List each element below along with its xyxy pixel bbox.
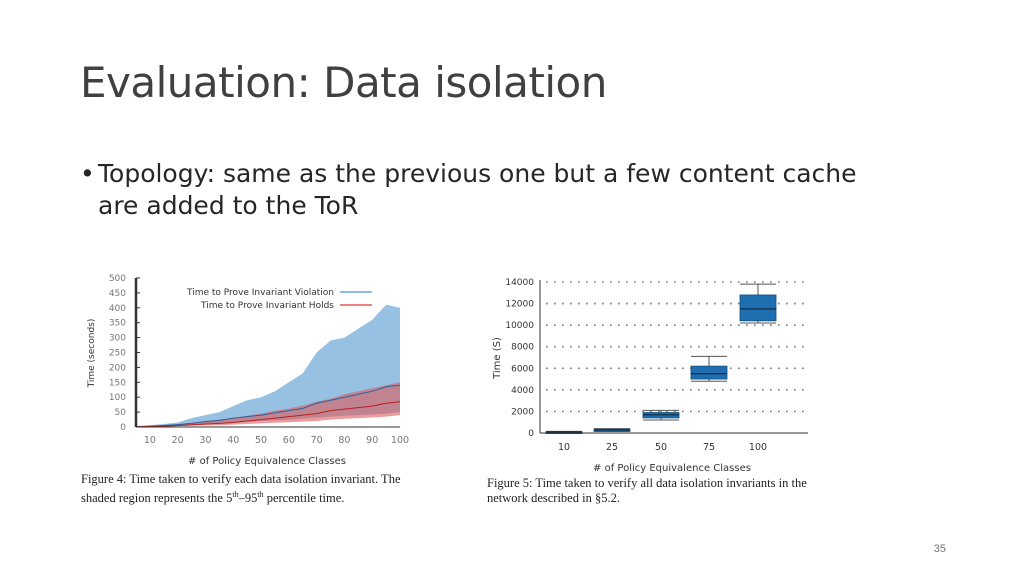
figure4-ylabel: Time (seconds)	[87, 319, 97, 389]
figure5-ytick-label: 8000	[511, 343, 534, 353]
figure4-ytick-label: 200	[109, 363, 126, 373]
series-1-band	[136, 382, 400, 427]
figure4-ytick-label: 350	[109, 319, 126, 329]
figure5-xtick-label: 50	[655, 442, 667, 453]
figure4-legend-label: Time to Prove Invariant Violation	[186, 288, 334, 298]
figure4-ytick-label: 500	[109, 274, 126, 284]
figure5-ylabel: Time (S)	[492, 337, 503, 380]
figure4-ytick-label: 0	[120, 423, 126, 433]
figure4-ytick-label: 50	[115, 408, 127, 418]
figure4-caption-sup2: th	[257, 490, 264, 499]
figure4-xtick-label: 80	[338, 435, 350, 446]
figure5-xtick-label: 25	[606, 442, 618, 453]
figure5-caption: Figure 5: Time taken to verify all data …	[487, 476, 832, 506]
figure4-caption-post: percentile time.	[263, 491, 345, 506]
figure4-caption-sup1: th	[232, 490, 239, 499]
figure5-ytick-label: 12000	[505, 300, 534, 310]
figure4-xtick-label: 10	[144, 435, 156, 446]
figure5-box	[739, 294, 777, 322]
figure4-ytick-label: 450	[109, 289, 126, 299]
figure5-caption-line1: Figure 5: Time taken to verify all data …	[487, 476, 807, 490]
figure5-xtick-label: 75	[703, 442, 715, 453]
page-number: 35	[933, 543, 946, 555]
figure4-xtick-label: 40	[227, 435, 239, 446]
bullet-text: Topology: same as the previous one but a…	[98, 159, 857, 220]
figure4-xtick-label: 20	[172, 435, 184, 446]
figure4-chart: 0 50 100 150 200 250 300 350 400 450 500 10 20 30 40 50…	[87, 274, 409, 467]
slide-title: Evaluation: Data isolation	[80, 58, 607, 107]
figure5-ytick-label: 2000	[511, 407, 534, 417]
figure4-xtick-label: 30	[199, 435, 211, 446]
figure4-ytick-label: 300	[109, 334, 126, 344]
figure4-ytick-label: 150	[109, 378, 126, 388]
figure5-chart: 0 2000 4000 6000 8000 10000 12000 14000 10 25 50 75…	[492, 278, 808, 474]
figure5-ytick-label: 4000	[511, 386, 534, 396]
figure4-caption: Figure 4: Time taken to verify each data…	[81, 472, 421, 506]
figure4-xtick-label: 90	[366, 435, 378, 446]
figure5-ytick-label: 14000	[505, 278, 534, 288]
figure4-legend-label: Time to Prove Invariant Holds	[200, 301, 334, 311]
figure4-ytick-label: 250	[109, 349, 126, 359]
figure5-caption-line2: network described in §5.2.	[487, 491, 620, 505]
figure5-ytick-label: 6000	[511, 364, 534, 374]
figure4-xtick-label: 60	[283, 435, 295, 446]
figure4-ytick-label: 100	[109, 393, 126, 403]
figure4-caption-line2-pre: shaded region represents the 5	[81, 491, 233, 506]
figure4-xtick-label: 50	[255, 435, 267, 446]
figure4-caption-line1: Figure 4: Time taken to verify each data…	[81, 472, 401, 486]
series-0-band	[136, 304, 400, 427]
figure4-caption-mid: –95	[238, 491, 258, 506]
figure4-xlabel: # of Policy Equivalence Classes	[188, 456, 346, 467]
series-0-median-line	[135, 384, 401, 428]
figure4-xtick-label: 70	[311, 435, 323, 446]
figure4-ytick-label: 400	[109, 304, 126, 314]
figure5-xlabel: # of Policy Equivalence Classes	[593, 463, 751, 474]
series-1-median-line	[135, 401, 401, 428]
figure5-ytick-label: 10000	[505, 321, 534, 331]
figure5-ytick-label: 0	[528, 429, 534, 439]
figure5-box	[690, 365, 728, 380]
bullet-point: • Topology: same as the previous one but…	[80, 158, 900, 222]
figure5-xtick-label: 10	[558, 442, 570, 453]
figure5-xtick-label: 100	[749, 442, 767, 453]
figure4-xtick-label: 100	[391, 435, 409, 446]
bullet-icon: •	[80, 159, 95, 188]
